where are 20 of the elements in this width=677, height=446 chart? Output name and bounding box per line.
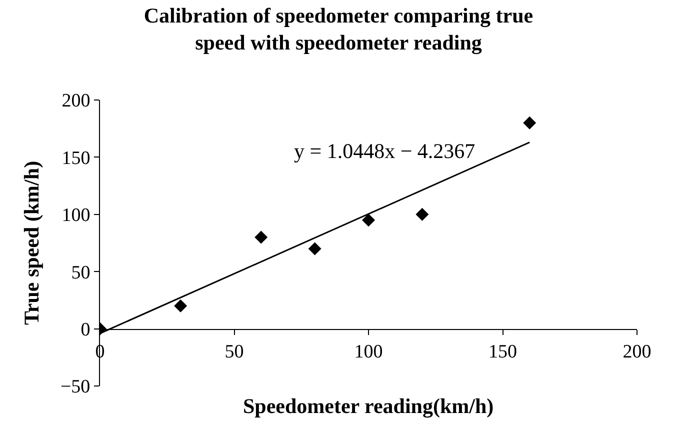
point [362,214,375,227]
point [174,299,188,312]
x-tick-label: 50 [224,342,244,363]
annotation: y = 1.0448x − 4.2367 [294,139,476,163]
y-tick-label: −50 [60,376,90,398]
point [523,116,536,130]
y-axis-title: True speed (km/h) [20,160,44,326]
x-tick-label: 100 [354,342,383,363]
point [308,242,322,256]
point [416,208,429,221]
chart-title: Calibration of speedometer comparing true speed with speedometer reading [144,3,534,55]
y-tick-label: 200 [62,90,90,112]
x-tick-label: 200 [622,342,652,363]
y-tick-label: 100 [62,205,90,226]
y-tick-label: 0 [80,319,90,340]
x-tick-label: 150 [488,342,517,363]
y-tick-label: 150 [62,148,90,169]
x-axis-title: Speedometer reading(km/h) [243,394,494,418]
y-tick-label: 50 [71,262,90,284]
point [254,230,268,244]
